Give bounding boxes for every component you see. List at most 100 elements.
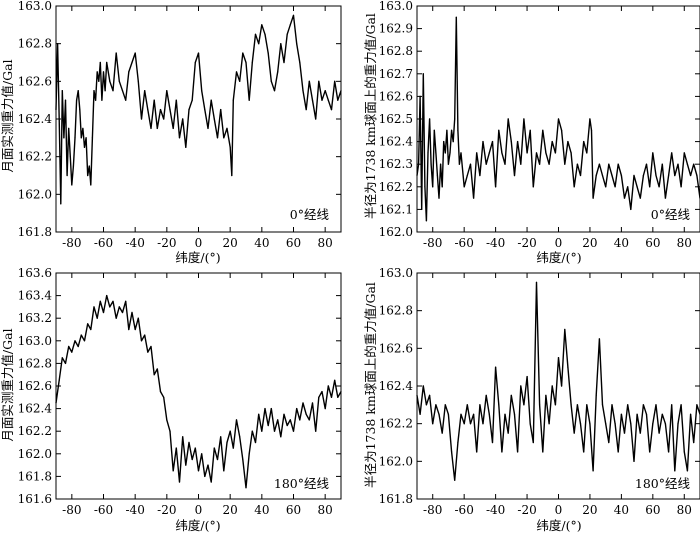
series-line	[416, 281, 700, 481]
data-point	[683, 152, 685, 154]
data-point	[286, 33, 288, 35]
data-point	[166, 419, 168, 421]
data-point	[58, 379, 60, 381]
x-tick-label: 0	[555, 503, 563, 517]
x-tick-label: -40	[126, 236, 145, 250]
data-point	[601, 174, 604, 177]
data-point	[491, 141, 494, 143]
data-point	[76, 99, 78, 101]
data-point	[229, 430, 231, 432]
data-point	[69, 156, 71, 158]
data-point	[608, 163, 610, 165]
data-point	[652, 152, 654, 154]
y-tick-label: 162.8	[18, 356, 52, 370]
data-point	[633, 174, 635, 177]
data-point	[128, 71, 130, 73]
x-tick-label: -80	[62, 503, 81, 517]
data-point	[429, 394, 431, 396]
y-tick-label: 162.0	[379, 454, 413, 468]
data-point	[197, 470, 200, 472]
data-point	[321, 391, 323, 393]
data-point	[649, 451, 651, 453]
data-point	[90, 328, 92, 331]
data-point	[315, 430, 317, 432]
x-tick-label: 20	[582, 236, 597, 250]
data-point	[422, 73, 424, 75]
data-point	[457, 441, 459, 444]
data-point	[570, 404, 572, 406]
data-point	[55, 109, 57, 111]
data-point	[153, 374, 155, 376]
data-point	[292, 14, 295, 16]
data-point	[264, 33, 266, 35]
data-point	[435, 404, 437, 406]
data-point	[232, 99, 234, 101]
data-point	[283, 61, 285, 64]
data-point	[96, 71, 98, 73]
y-tick-label: 162.4	[379, 135, 414, 149]
x-tick-label: -20	[517, 236, 536, 250]
data-point	[102, 311, 105, 314]
chart-panel-top-left: -80 -60 -40 -20 0 20 40 60 80 161.8 162.0 162.2 162.…	[0, 0, 342, 265]
data-point	[185, 464, 187, 466]
data-point	[504, 413, 506, 415]
data-point	[204, 109, 206, 111]
data-point	[85, 137, 87, 139]
data-point	[311, 402, 314, 404]
x-tick-label: 60	[286, 503, 301, 517]
data-point	[436, 174, 438, 177]
x-tick-label: 20	[582, 503, 597, 517]
y-tick-label: 163.0	[379, 266, 413, 280]
data-point	[573, 186, 575, 188]
series-line	[416, 16, 700, 222]
x-axis-label: 纬度/(°)	[536, 518, 581, 533]
data-point	[466, 404, 468, 406]
data-point	[548, 163, 550, 165]
data-point	[311, 99, 314, 101]
data-point	[83, 340, 86, 342]
data-point	[182, 118, 184, 120]
data-point	[545, 152, 547, 154]
data-point	[554, 152, 557, 154]
data-point	[658, 186, 660, 188]
data-point	[71, 351, 73, 353]
data-point	[466, 174, 468, 177]
data-point	[440, 163, 442, 165]
y-tick-label: 162.1	[379, 202, 413, 216]
data-point	[645, 413, 648, 415]
data-point	[432, 423, 434, 425]
data-point	[324, 90, 326, 92]
data-point	[507, 118, 509, 120]
data-point	[251, 61, 253, 64]
data-point	[242, 52, 244, 54]
data-point	[283, 413, 285, 415]
data-point	[327, 99, 329, 101]
data-point	[608, 441, 610, 444]
x-tick-label: 20	[223, 503, 238, 517]
data-point	[95, 99, 97, 101]
data-point	[296, 43, 298, 45]
data-point	[308, 419, 310, 421]
y-tick-label: 162.2	[18, 424, 52, 438]
x-tick-label: 0	[555, 236, 563, 250]
data-point	[118, 80, 120, 82]
data-point	[121, 90, 124, 92]
plot-frame	[55, 5, 342, 233]
data-point	[60, 203, 62, 205]
data-point	[134, 328, 136, 331]
data-point	[159, 391, 162, 393]
data-point	[245, 61, 247, 64]
y-tick-label: 162.6	[18, 74, 52, 88]
data-point	[586, 152, 588, 154]
data-point	[510, 141, 512, 143]
data-point	[425, 220, 427, 222]
data-point	[674, 174, 676, 177]
data-point	[452, 141, 454, 143]
data-point	[61, 90, 63, 92]
y-tick-label: 163.2	[18, 311, 52, 325]
data-point	[175, 447, 177, 449]
data-point	[90, 184, 92, 186]
data-point	[542, 129, 544, 131]
data-point	[441, 186, 443, 188]
data-point	[460, 152, 462, 154]
